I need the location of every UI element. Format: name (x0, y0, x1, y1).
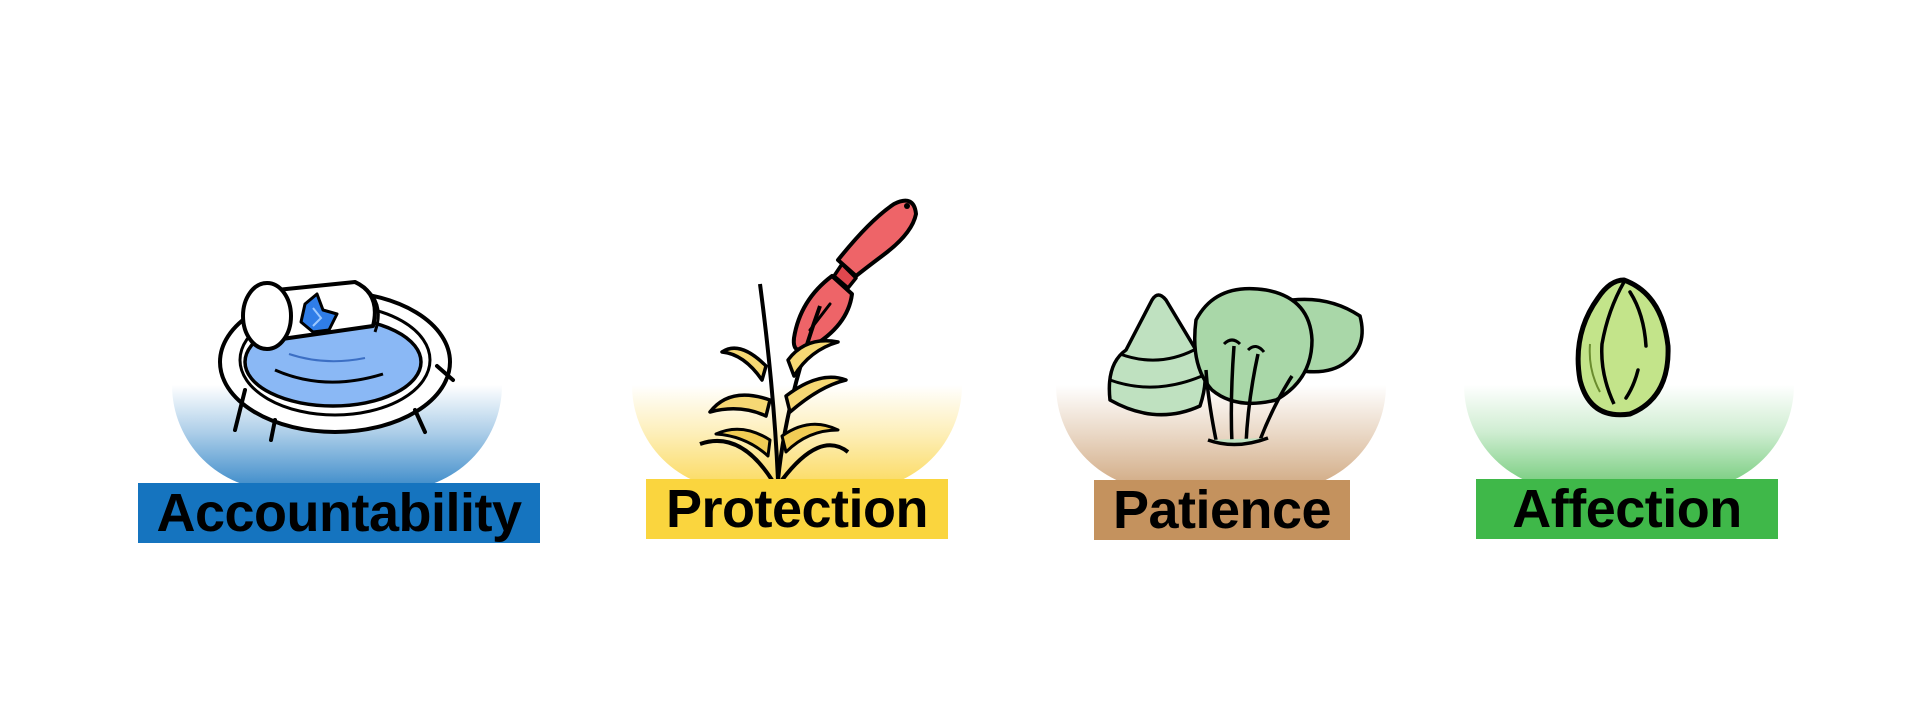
value-card-patience: Patience (1000, 0, 1420, 714)
protection-label: Protection (646, 479, 948, 539)
patience-label: Patience (1094, 480, 1350, 540)
trowel-and-plant-icon (699, 198, 918, 482)
value-card-affection: Affection (1420, 0, 1920, 714)
affection-label: Affection (1476, 479, 1778, 539)
value-card-protection: Protection (560, 0, 1000, 714)
bowl-with-cup-icon (218, 280, 455, 442)
accountability-label: Accountability (138, 483, 540, 543)
seed-icon (1575, 277, 1671, 418)
value-card-accountability: Accountability (0, 0, 560, 714)
cabbage-sprouts-icon (1107, 286, 1364, 447)
